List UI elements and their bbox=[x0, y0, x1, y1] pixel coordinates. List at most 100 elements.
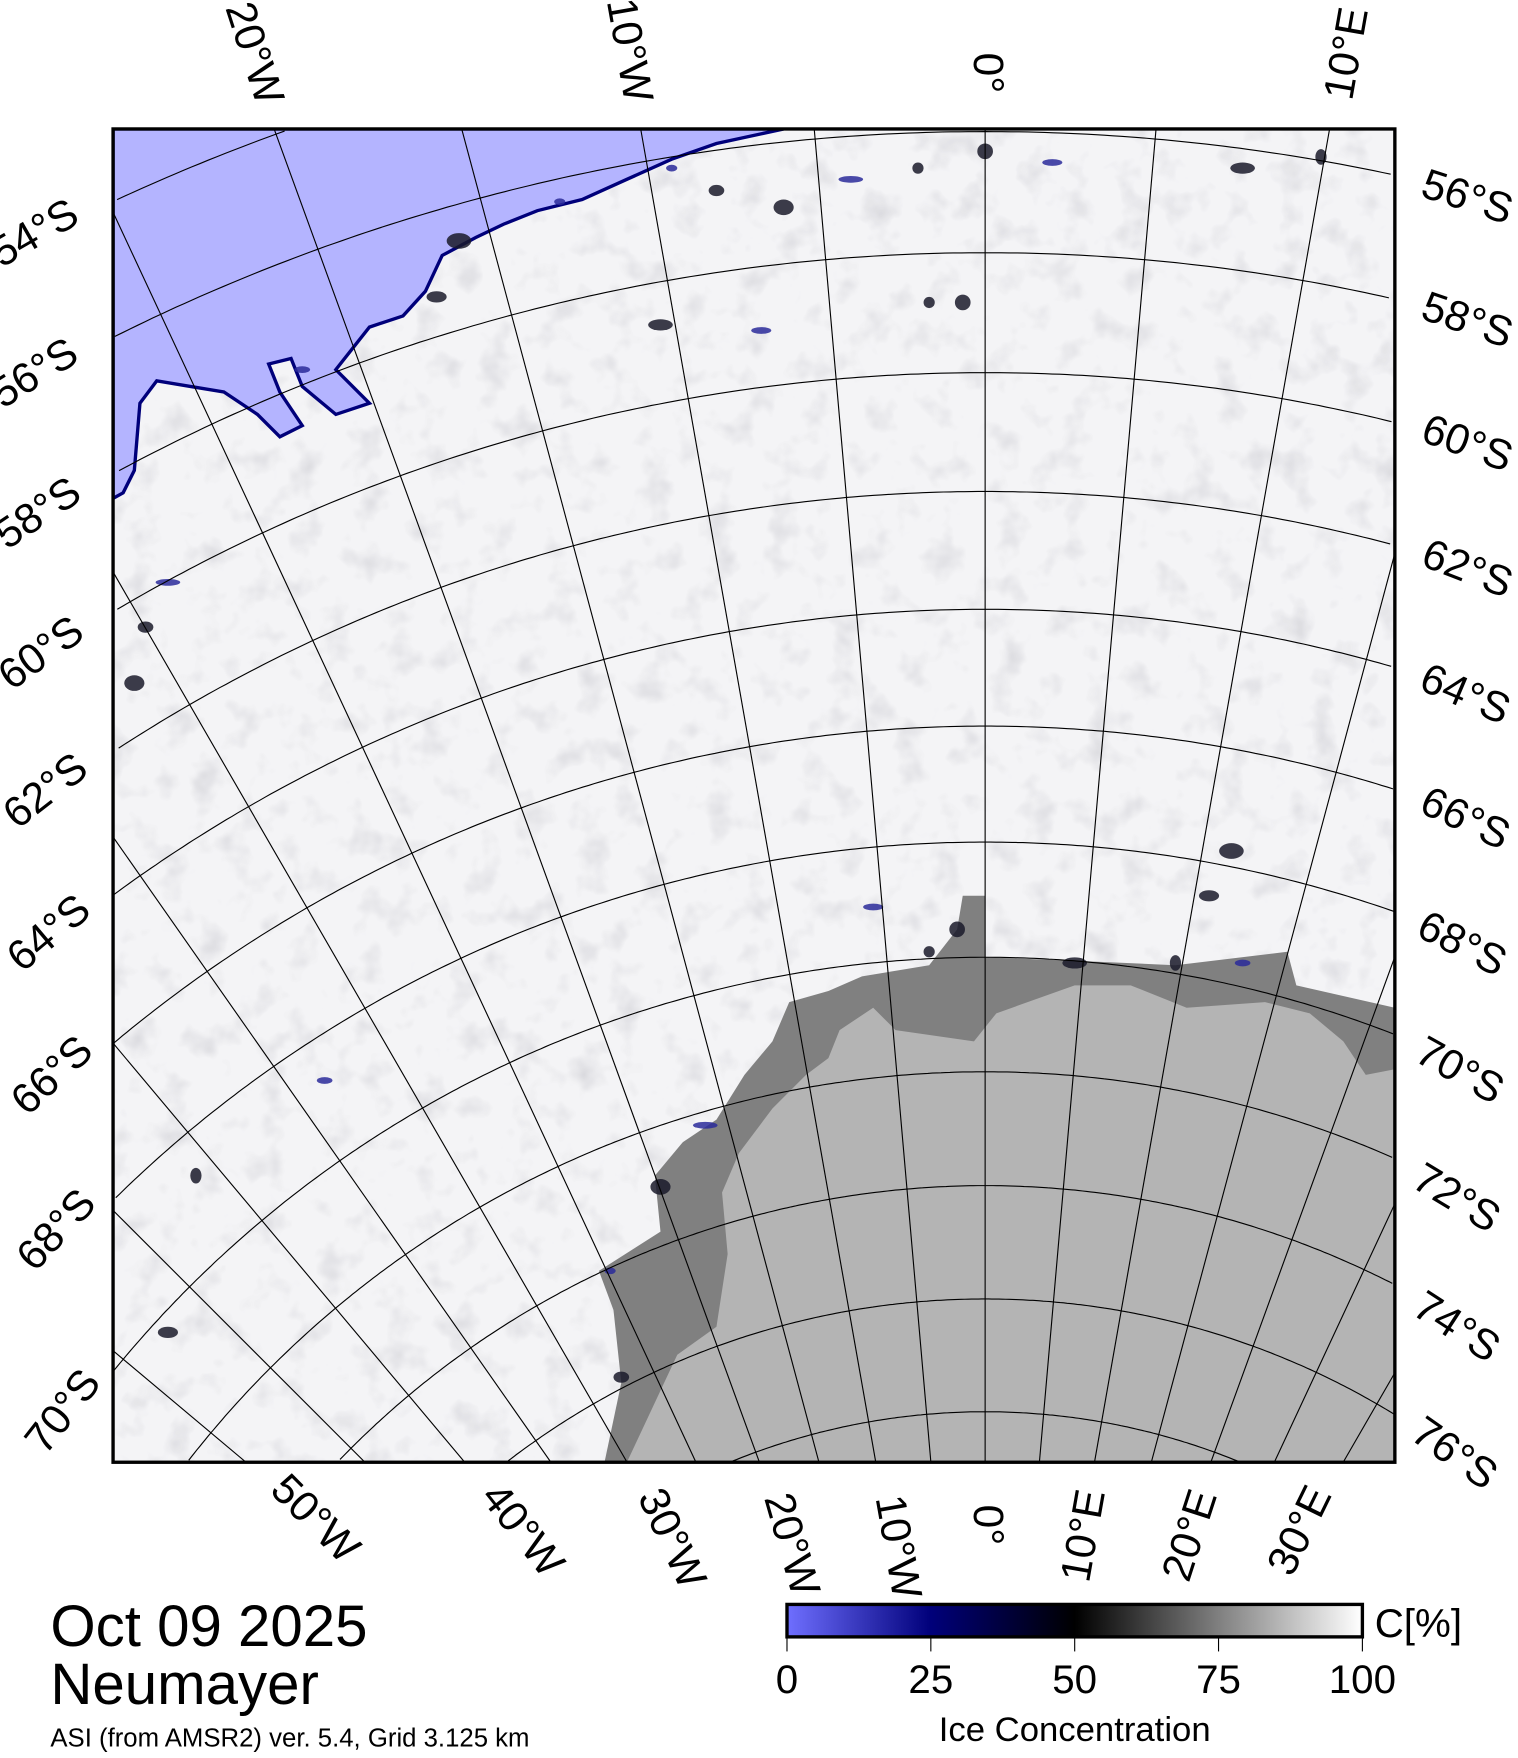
bottom-longitude-label: 0° bbox=[964, 1505, 1012, 1546]
low-ice-patch bbox=[863, 903, 884, 911]
right-latitude-label: 56°S bbox=[1416, 160, 1518, 234]
bottom-longitude-label: 20°W bbox=[754, 1488, 829, 1602]
left-latitude-label: 66°S bbox=[2, 1026, 103, 1124]
low-ice-patch bbox=[954, 294, 971, 311]
left-latitude-label: 54°S bbox=[0, 189, 87, 277]
map-frame bbox=[111, 127, 1397, 1464]
right-latitude-label: 70°S bbox=[1408, 1027, 1512, 1114]
low-ice-patch bbox=[554, 198, 566, 206]
meridian-line bbox=[113, 1350, 247, 1463]
top-longitude-label: 10°W bbox=[597, 0, 662, 106]
right-latitude-label: 74°S bbox=[1405, 1281, 1509, 1372]
bottom-longitude-label: 20°E bbox=[1152, 1484, 1226, 1587]
right-latitude-label: 64°S bbox=[1413, 654, 1517, 734]
colorbar-gradient bbox=[785, 1602, 1365, 1639]
latitude-line bbox=[339, 1185, 1393, 1460]
low-ice-patch bbox=[1230, 162, 1255, 174]
meridian-line bbox=[113, 571, 628, 1463]
top-longitude-label: 0° bbox=[964, 53, 1012, 94]
meridian-line bbox=[640, 128, 877, 1463]
open-water-region bbox=[113, 128, 784, 501]
low-ice-patch bbox=[751, 327, 772, 334]
colorbar-tick-label: 75 bbox=[1196, 1657, 1241, 1702]
low-ice-patch bbox=[648, 319, 673, 331]
low-ice-patch bbox=[1219, 843, 1244, 859]
meridian-line bbox=[113, 836, 552, 1463]
meridian-line bbox=[113, 212, 697, 1463]
meridian-line bbox=[1150, 553, 1395, 1463]
low-ice-patch bbox=[650, 1179, 671, 1195]
meridian-line bbox=[1342, 1372, 1395, 1463]
latitude-line bbox=[113, 725, 1394, 1044]
meridian-line bbox=[113, 1209, 366, 1463]
colorbar-tick-label: 100 bbox=[1329, 1657, 1396, 1702]
low-ice-patch bbox=[1169, 955, 1182, 971]
low-ice-patch bbox=[923, 296, 935, 309]
low-ice-patch bbox=[1042, 159, 1063, 166]
meridian-line bbox=[273, 128, 760, 1463]
low-ice-patch bbox=[949, 921, 965, 938]
low-ice-patch bbox=[316, 1077, 333, 1084]
bottom-longitude-label: 50°W bbox=[262, 1465, 370, 1573]
low-ice-patch bbox=[912, 162, 924, 174]
right-latitude-label: 68°S bbox=[1410, 901, 1514, 986]
low-ice-patch bbox=[666, 164, 678, 172]
latitude-line bbox=[113, 956, 1394, 1371]
meridian-line bbox=[1210, 956, 1395, 1463]
bottom-longitude-label: 40°W bbox=[472, 1474, 574, 1586]
left-latitude-label: 56°S bbox=[0, 328, 86, 418]
low-ice-patch bbox=[773, 199, 794, 216]
colorbar-tick-label: 25 bbox=[908, 1657, 953, 1702]
date-title: Oct 09 2025 bbox=[50, 1594, 367, 1659]
low-ice-patch bbox=[190, 1167, 202, 1184]
colorbar-unit: C[%] bbox=[1375, 1601, 1462, 1646]
colorbar-label: Ice Concentration bbox=[939, 1711, 1211, 1749]
colorbar-tick-label: 0 bbox=[776, 1657, 798, 1702]
station-name: Neumayer bbox=[50, 1652, 318, 1717]
latitude-line bbox=[114, 130, 1391, 338]
right-latitude-label: 58°S bbox=[1416, 282, 1518, 358]
meridian-line bbox=[461, 128, 820, 1463]
low-ice-patch bbox=[446, 233, 472, 249]
meridian-line bbox=[1038, 128, 1157, 1463]
low-ice-patch bbox=[1198, 890, 1220, 902]
low-ice-patch bbox=[838, 175, 864, 183]
left-latitude-label: 64°S bbox=[0, 885, 100, 981]
low-ice-patch bbox=[692, 1121, 718, 1129]
low-ice-patch bbox=[124, 675, 145, 691]
left-latitude-label: 70°S bbox=[15, 1360, 110, 1463]
meridian-line bbox=[113, 1042, 466, 1463]
colorbar: 0 25 50 75 100 C[%] Ice Concentration bbox=[776, 1601, 1462, 1749]
left-latitude-label: 68°S bbox=[7, 1179, 105, 1280]
top-longitude-label: 10°E bbox=[1315, 4, 1378, 104]
meridian-line bbox=[1093, 128, 1331, 1463]
meridian-line bbox=[813, 128, 932, 1463]
latitude-line bbox=[116, 130, 285, 201]
bottom-longitude-label: 30°E bbox=[1258, 1478, 1342, 1582]
right-latitude-label: 76°S bbox=[1403, 1407, 1506, 1499]
left-latitude-label: 58°S bbox=[0, 467, 89, 559]
left-latitude-label: 62°S bbox=[0, 743, 97, 838]
meridian-line bbox=[1273, 1203, 1395, 1463]
latitude-line bbox=[113, 608, 1392, 895]
latitude-line bbox=[118, 252, 1390, 472]
bottom-longitude-label: 10°E bbox=[1051, 1486, 1114, 1586]
colorbar-tick-label: 50 bbox=[1052, 1657, 1097, 1702]
low-ice-patch bbox=[923, 946, 935, 958]
right-latitude-label: 66°S bbox=[1413, 777, 1517, 860]
low-ice-patch bbox=[294, 366, 311, 373]
low-ice-patch bbox=[708, 184, 725, 197]
low-concentration-patches bbox=[124, 143, 1327, 1383]
latitude-line bbox=[188, 1071, 1393, 1461]
low-ice-patch bbox=[1234, 959, 1251, 967]
map-area bbox=[113, 128, 1395, 1463]
latitude-line bbox=[117, 372, 1392, 610]
right-latitude-label: 72°S bbox=[1405, 1153, 1509, 1242]
antarctic-land-region bbox=[626, 985, 1395, 1463]
right-latitude-label: 62°S bbox=[1416, 530, 1518, 608]
latitude-line bbox=[115, 841, 1395, 1199]
bottom-longitude-label: 30°W bbox=[628, 1481, 716, 1596]
low-ice-patch bbox=[613, 1371, 630, 1383]
data-source-subtitle: ASI (from AMSR2) ver. 5.4, Grid 3.125 km bbox=[50, 1725, 529, 1753]
